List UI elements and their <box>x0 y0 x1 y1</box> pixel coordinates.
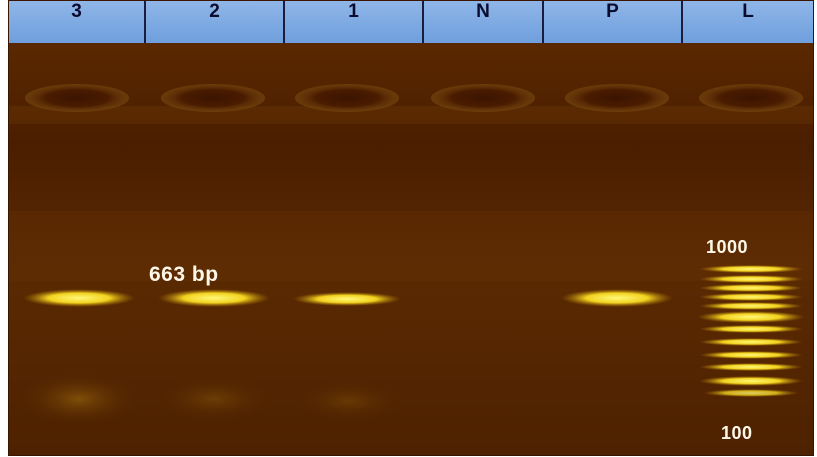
lane-label-p: P <box>544 1 683 43</box>
well-lane-3 <box>25 84 129 112</box>
lane-label-l: L <box>742 1 754 22</box>
ladder-1000-label: 1000 <box>706 237 749 257</box>
smear-lane-3 <box>19 373 139 425</box>
well-lane-l <box>699 84 803 112</box>
well-lane-p <box>565 84 669 112</box>
lane-label-1: 1 <box>285 1 424 43</box>
wells <box>25 84 803 112</box>
well-lane-2 <box>161 84 265 112</box>
well-lane-1 <box>295 84 399 112</box>
smear-lane-1 <box>294 381 404 421</box>
lane-label-3: 3 <box>9 1 146 43</box>
band-lane-1 <box>293 292 401 306</box>
band-size-label: 663 bp <box>149 263 219 286</box>
band-lane-3 <box>23 289 135 307</box>
ladder-100-label: 100 <box>721 423 753 443</box>
band-lane-2 <box>158 289 270 307</box>
smear-lane-2 <box>156 377 272 421</box>
ladder-bands <box>697 265 805 397</box>
well-lane-n <box>431 84 535 112</box>
lane-header: 3 2 1 N P L <box>9 1 813 43</box>
lane-label-n: N <box>424 1 544 43</box>
lane-label-2: 2 <box>146 1 285 43</box>
band-lane-p <box>561 289 673 307</box>
gel-body <box>9 43 813 455</box>
gel-electrophoresis-image: 3 2 1 N P L <box>8 0 814 456</box>
product-bands <box>23 289 673 307</box>
